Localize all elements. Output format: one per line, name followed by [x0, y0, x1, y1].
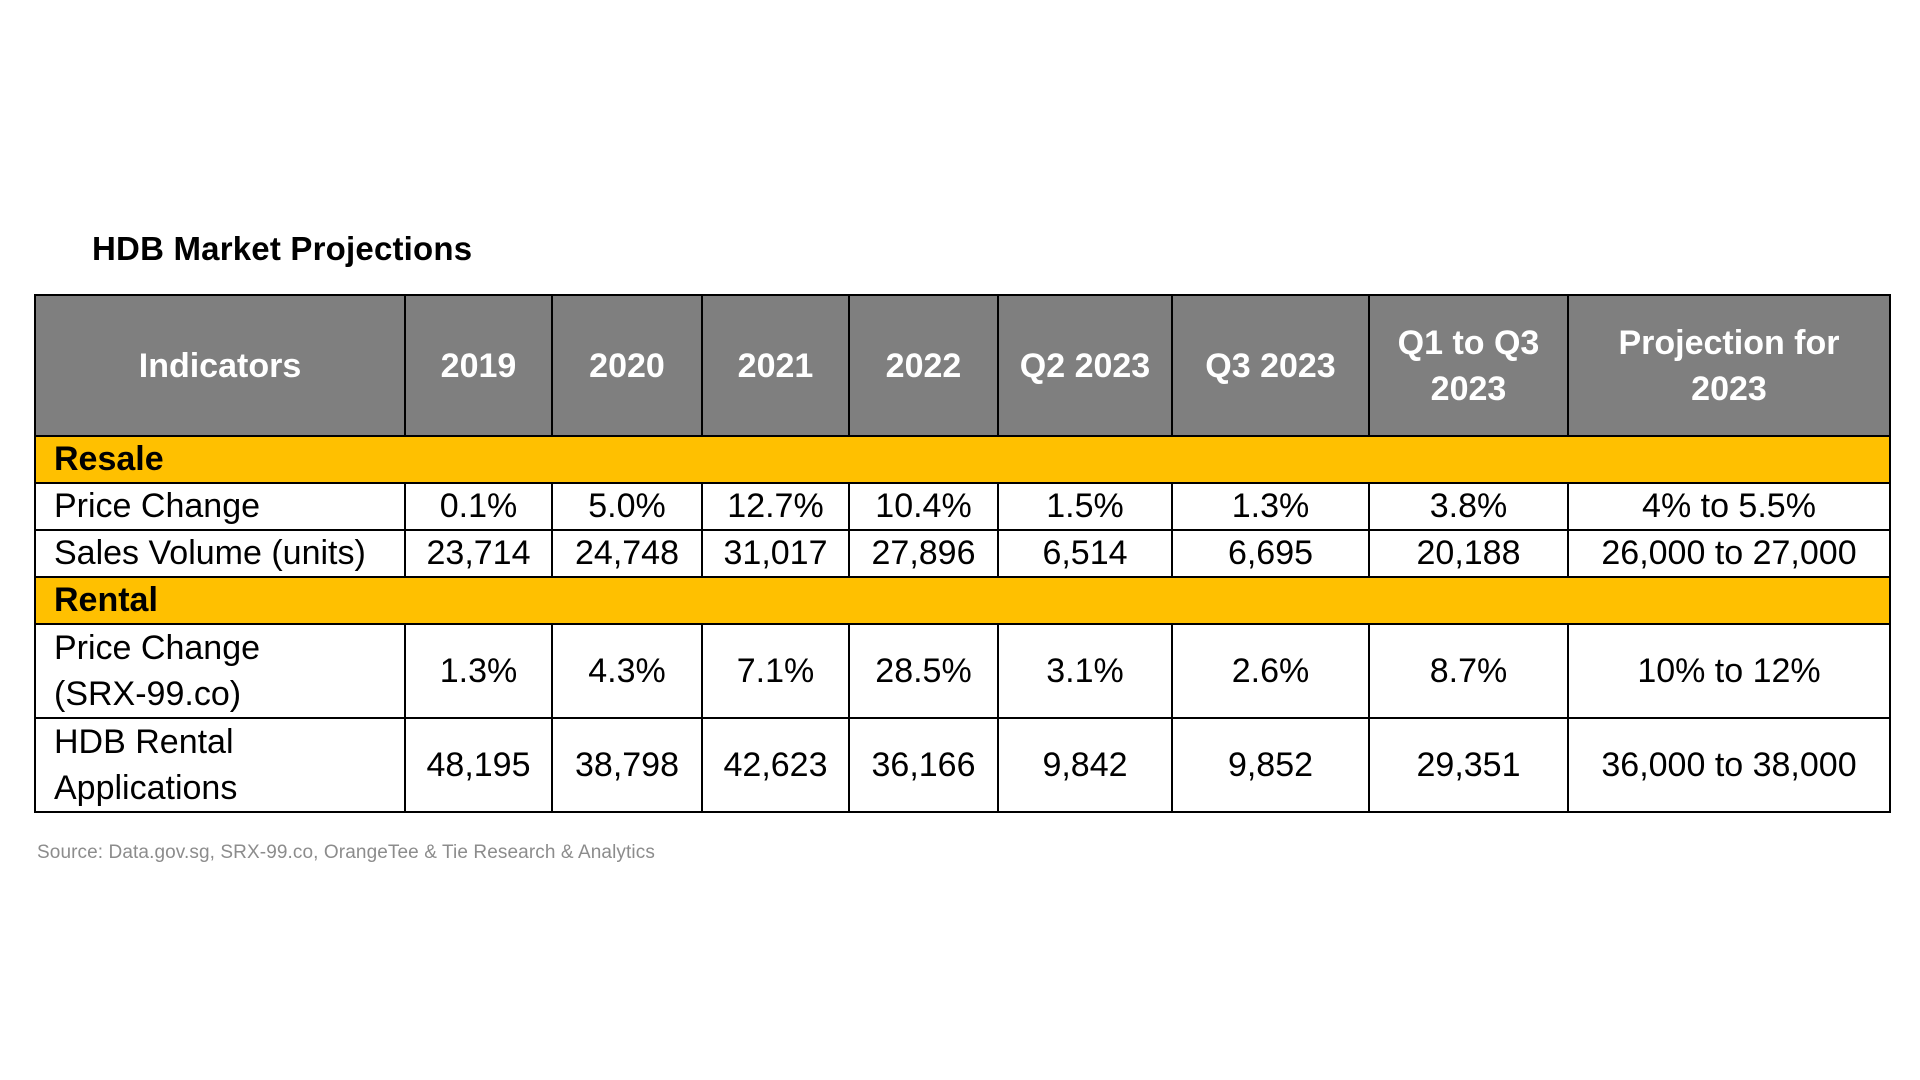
table-cell: 36,166 — [848, 717, 999, 813]
header-row: Indicators 2019 2020 2021 2022 Q2 2023 Q… — [34, 294, 1891, 437]
table-cell: 6,514 — [997, 529, 1173, 578]
table-cell: 24,748 — [551, 529, 703, 578]
header-q2-2023: Q2 2023 — [997, 294, 1173, 437]
source-note: Source: Data.gov.sg, SRX-99.co, OrangeTe… — [37, 842, 655, 863]
header-2019: 2019 — [404, 294, 553, 437]
table-cell: 20,188 — [1368, 529, 1569, 578]
table-cell: 36,000 to 38,000 — [1567, 717, 1891, 813]
page-title: HDB Market Projections — [92, 230, 473, 267]
table-row: HDB Rental Applications 48,195 38,798 42… — [34, 717, 1891, 813]
table-cell: 4% to 5.5% — [1567, 482, 1891, 531]
table-cell: 4.3% — [551, 623, 703, 719]
table-cell: 6,695 — [1171, 529, 1370, 578]
header-2022: 2022 — [848, 294, 999, 437]
table-cell: 38,798 — [551, 717, 703, 813]
table-cell: 23,714 — [404, 529, 553, 578]
row-indicator: HDB Rental Applications — [34, 717, 406, 813]
header-indicators: Indicators — [34, 294, 406, 437]
table-cell: 1.3% — [404, 623, 553, 719]
section-label-resale: Resale — [34, 435, 1891, 484]
table-cell: 7.1% — [701, 623, 850, 719]
table-row: Price Change 0.1% 5.0% 12.7% 10.4% 1.5% … — [34, 482, 1891, 531]
table-row: Sales Volume (units) 23,714 24,748 31,01… — [34, 529, 1891, 578]
table-cell: 26,000 to 27,000 — [1567, 529, 1891, 578]
table-cell: 9,852 — [1171, 717, 1370, 813]
table-cell: 9,842 — [997, 717, 1173, 813]
table-cell: 48,195 — [404, 717, 553, 813]
table-cell: 5.0% — [551, 482, 703, 531]
table-cell: 8.7% — [1368, 623, 1569, 719]
table-cell: 28.5% — [848, 623, 999, 719]
table-row: Price Change (SRX-99.co) 1.3% 4.3% 7.1% … — [34, 623, 1891, 719]
row-indicator: Price Change (SRX-99.co) — [34, 623, 406, 719]
header-2020: 2020 — [551, 294, 703, 437]
table-cell: 0.1% — [404, 482, 553, 531]
table-cell: 2.6% — [1171, 623, 1370, 719]
table-cell: 27,896 — [848, 529, 999, 578]
section-row-rental: Rental — [34, 576, 1891, 625]
section-row-resale: Resale — [34, 435, 1891, 484]
header-projection-2023: Projection for 2023 — [1567, 294, 1891, 437]
projections-table: Indicators 2019 2020 2021 2022 Q2 2023 Q… — [34, 294, 1891, 813]
section-label-rental: Rental — [34, 576, 1891, 625]
header-q3-2023: Q3 2023 — [1171, 294, 1370, 437]
table-cell: 42,623 — [701, 717, 850, 813]
header-2021: 2021 — [701, 294, 850, 437]
table-cell: 12.7% — [701, 482, 850, 531]
table-cell: 1.5% — [997, 482, 1173, 531]
table-cell: 1.3% — [1171, 482, 1370, 531]
row-indicator: Sales Volume (units) — [34, 529, 406, 578]
table-cell: 31,017 — [701, 529, 850, 578]
table-cell: 3.8% — [1368, 482, 1569, 531]
table-cell: 10.4% — [848, 482, 999, 531]
row-indicator: Price Change — [34, 482, 406, 531]
table-cell: 3.1% — [997, 623, 1173, 719]
table-cell: 10% to 12% — [1567, 623, 1891, 719]
header-q1-q3-2023: Q1 to Q3 2023 — [1368, 294, 1569, 437]
table-cell: 29,351 — [1368, 717, 1569, 813]
